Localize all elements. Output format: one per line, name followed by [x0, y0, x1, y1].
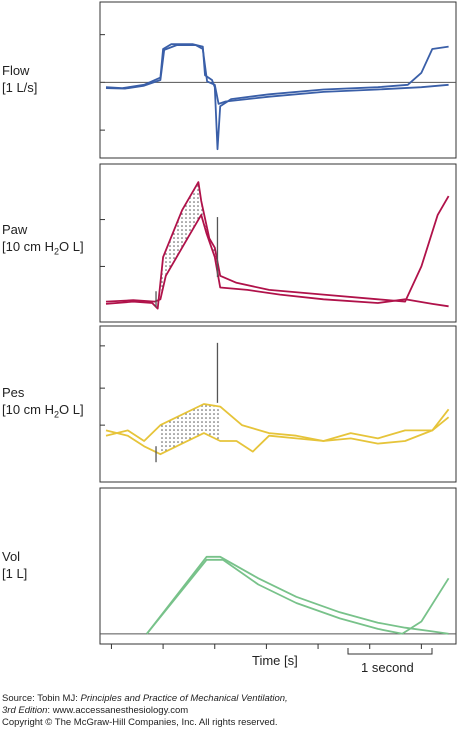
paw-unit: [10 cm H2O L]	[2, 239, 84, 257]
flow-name: Flow	[2, 63, 30, 78]
paw-series-1	[105, 181, 450, 310]
time-axis-label: Time [s]	[252, 653, 298, 668]
paw-series-2	[105, 214, 449, 308]
vol-label: Vol [1 L]	[2, 548, 27, 582]
scale-bar-label: 1 second	[361, 660, 414, 675]
flow-unit: [1 L/s]	[2, 80, 38, 95]
paw-dotted-area	[157, 182, 221, 309]
pes-panel-frame	[99, 325, 457, 483]
pes-series-2	[105, 416, 450, 456]
paw-panel-frame	[99, 163, 457, 323]
vol-series-2	[146, 555, 449, 635]
vol-unit: [1 L]	[2, 566, 28, 581]
flow-series-2	[105, 44, 449, 105]
paw-name: Paw	[2, 222, 28, 237]
source-citation: Source: Tobin MJ: Principles and Practic…	[2, 693, 288, 728]
paw-label: Paw [10 cm H2O L]	[2, 221, 84, 261]
pes-unit: [10 cm H2O L]	[2, 402, 84, 420]
one-second-scale-bar	[347, 648, 433, 655]
vol-panel-frame	[99, 487, 457, 645]
flow-label: Flow [1 L/s]	[2, 62, 37, 96]
pes-series-1	[105, 403, 450, 442]
pes-name: Pes	[2, 385, 25, 400]
vol-name: Vol	[2, 549, 21, 564]
pes-dotted-area	[160, 404, 221, 455]
vol-series-1	[146, 558, 450, 635]
pes-label: Pes [10 cm H2O L]	[2, 384, 84, 424]
flow-panel-frame	[99, 1, 457, 159]
